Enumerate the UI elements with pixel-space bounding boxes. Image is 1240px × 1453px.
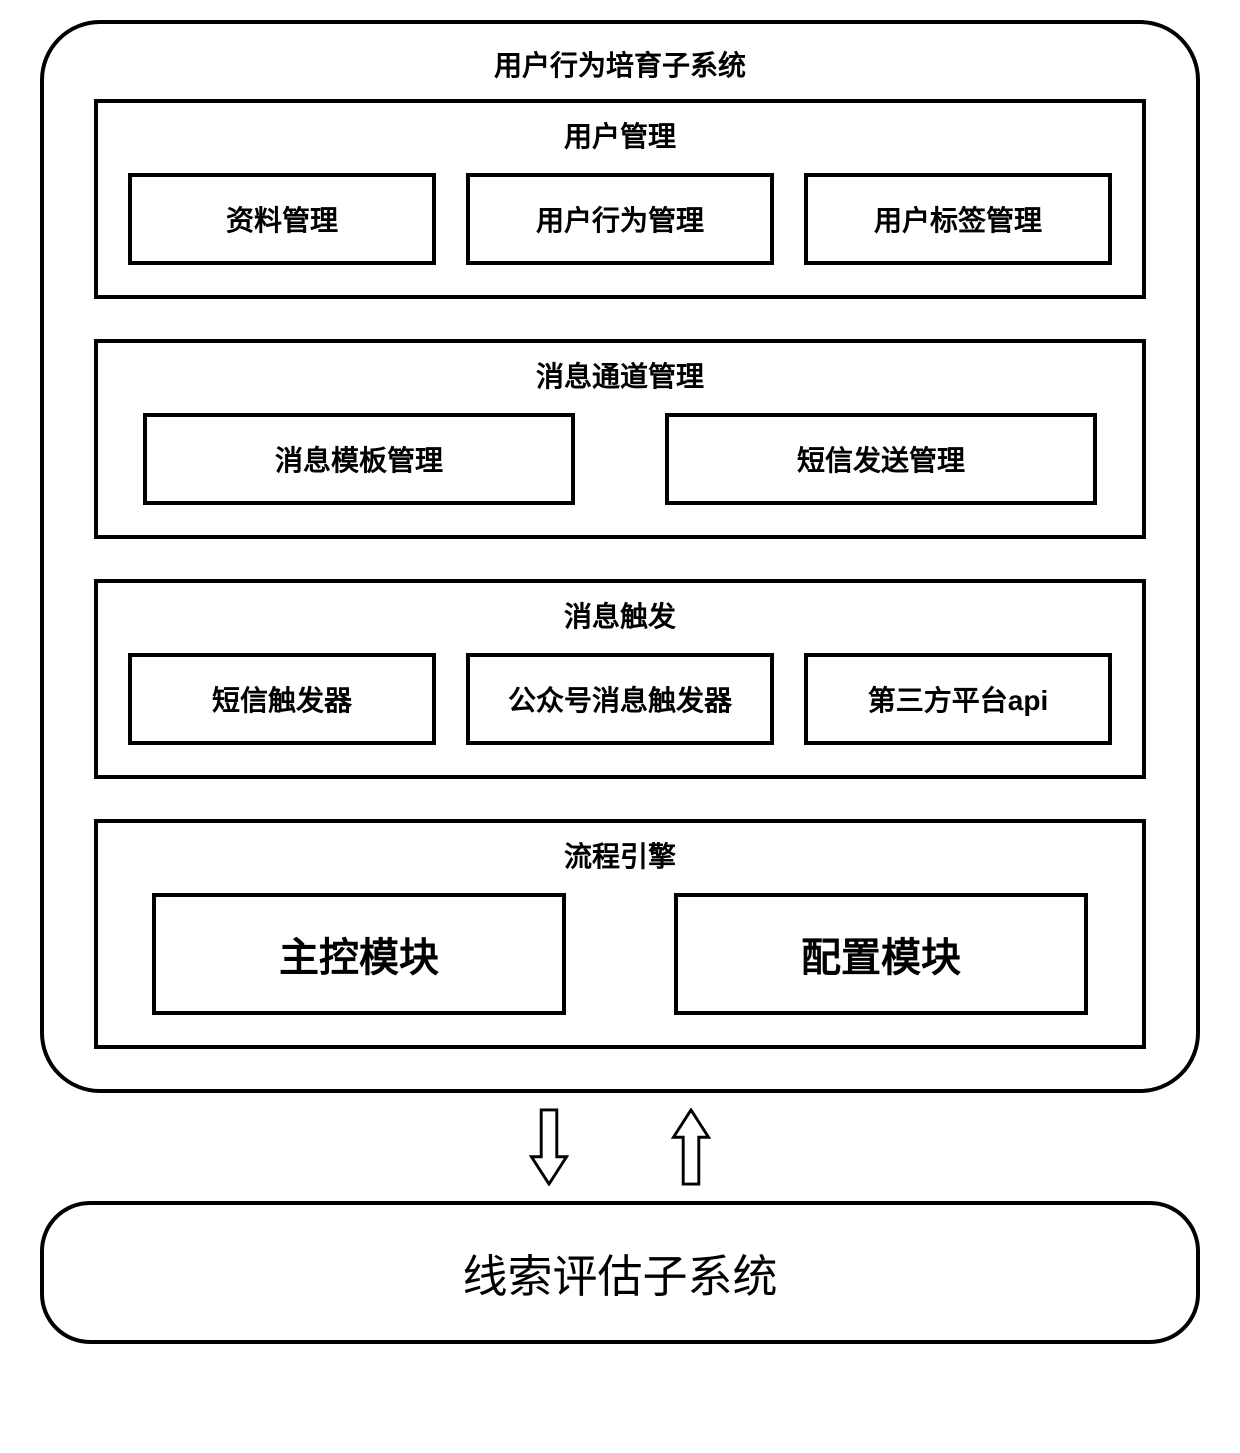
module-title: 用户管理 xyxy=(128,115,1112,155)
main-system-title: 用户行为培育子系统 xyxy=(94,44,1146,84)
main-system-container: 用户行为培育子系统 用户管理 资料管理 用户行为管理 用户标签管理 消息通道管理… xyxy=(40,20,1200,1093)
down-arrow-icon xyxy=(528,1108,570,1186)
sub-row: 资料管理 用户行为管理 用户标签管理 xyxy=(128,173,1112,265)
sub-box-sms-trigger: 短信触发器 xyxy=(128,653,436,745)
sub-box-behavior-mgmt: 用户行为管理 xyxy=(466,173,774,265)
up-arrow-icon xyxy=(670,1108,712,1186)
sub-box-template-mgmt: 消息模板管理 xyxy=(143,413,576,505)
arrow-zone xyxy=(528,1108,712,1186)
module-message-trigger: 消息触发 短信触发器 公众号消息触发器 第三方平台api xyxy=(94,579,1146,779)
sub-row: 主控模块 配置模块 xyxy=(128,893,1112,1015)
sub-box-main-control: 主控模块 xyxy=(152,893,565,1015)
sub-box-thirdparty-api: 第三方平台api xyxy=(804,653,1112,745)
module-title: 消息通道管理 xyxy=(128,355,1112,395)
sub-box-wechat-trigger: 公众号消息触发器 xyxy=(466,653,774,745)
sub-box-sms-mgmt: 短信发送管理 xyxy=(665,413,1098,505)
module-process-engine: 流程引擎 主控模块 配置模块 xyxy=(94,819,1146,1049)
sub-box-profile-mgmt: 资料管理 xyxy=(128,173,436,265)
module-user-management: 用户管理 资料管理 用户行为管理 用户标签管理 xyxy=(94,99,1146,299)
module-title: 流程引擎 xyxy=(128,835,1112,875)
sub-row: 短信触发器 公众号消息触发器 第三方平台api xyxy=(128,653,1112,745)
sub-row: 消息模板管理 短信发送管理 xyxy=(128,413,1112,505)
sub-box-tag-mgmt: 用户标签管理 xyxy=(804,173,1112,265)
bottom-system-title: 线索评估子系统 xyxy=(64,1240,1176,1305)
module-message-channel: 消息通道管理 消息模板管理 短信发送管理 xyxy=(94,339,1146,539)
bottom-system-container: 线索评估子系统 xyxy=(40,1201,1200,1344)
sub-box-config: 配置模块 xyxy=(674,893,1087,1015)
module-title: 消息触发 xyxy=(128,595,1112,635)
